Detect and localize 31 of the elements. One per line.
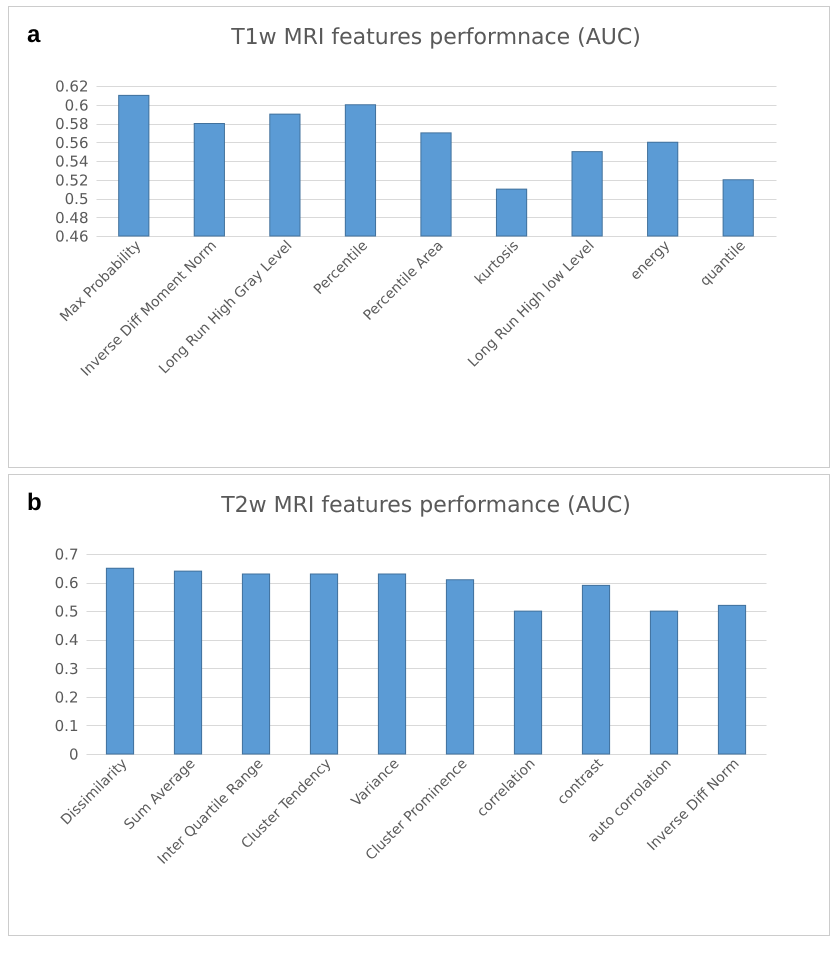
bar	[106, 568, 134, 754]
y-tick-label: 0.56	[55, 134, 88, 152]
bar	[378, 574, 406, 754]
y-tick-label: 0.48	[55, 208, 88, 227]
bar	[582, 584, 610, 754]
y-tick-label: 0.52	[55, 171, 88, 190]
y-tick-label: 0.6	[64, 96, 88, 114]
bar	[718, 604, 746, 754]
y-tick-label: 0.6	[54, 574, 78, 592]
bar	[174, 570, 202, 754]
bar	[446, 579, 474, 754]
y-tick-label: 0.1	[54, 716, 78, 735]
y-tick-label: 0.7	[54, 546, 78, 564]
y-tick-label: 0.54	[55, 152, 88, 170]
y-tick-label: 0.58	[55, 115, 88, 133]
text: b	[27, 489, 42, 517]
y-tick-label: 0.5	[54, 602, 78, 621]
bar	[650, 610, 678, 754]
y-tick-label: 0.46	[55, 228, 88, 246]
y-tick-label: 0.62	[55, 78, 88, 96]
chart-title: T1w MRI features performnace (AUC)	[230, 25, 641, 50]
y-tick-label: 0.4	[54, 631, 78, 650]
y-tick-label: 0	[68, 746, 78, 764]
text: a	[27, 21, 40, 49]
y-tick-label: 0.3	[54, 660, 78, 678]
chart-title: T2w MRI features performance (AUC)	[220, 493, 631, 518]
bar	[242, 574, 270, 754]
y-tick-label: 0.2	[54, 688, 78, 706]
bar	[514, 610, 542, 754]
bar	[310, 574, 338, 754]
y-tick-label: 0.5	[64, 190, 88, 208]
